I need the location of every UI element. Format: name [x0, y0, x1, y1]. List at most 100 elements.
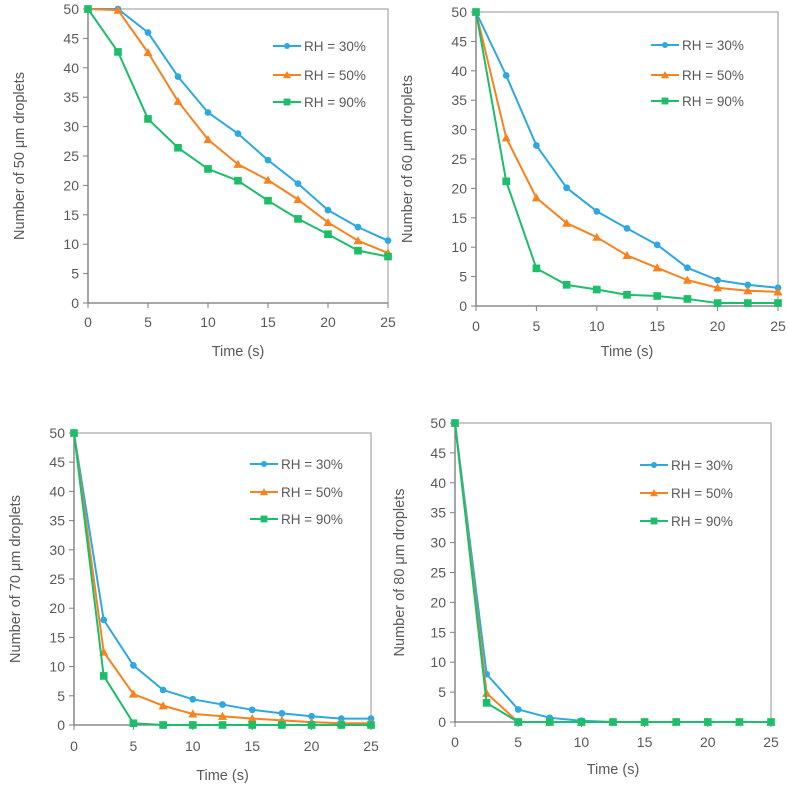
data-point-square	[683, 295, 692, 303]
y-axis-title: Number of 50 μm droplets	[12, 72, 28, 240]
y-tick-label: 30	[430, 535, 446, 551]
y-tick-label: 20	[451, 180, 467, 196]
y-tick-label: 50	[49, 425, 65, 441]
data-point-triangle	[323, 217, 333, 227]
data-point-circle	[100, 616, 108, 624]
data-point-square	[743, 299, 752, 307]
y-tick-label: 20	[49, 600, 65, 616]
data-point-square	[482, 699, 491, 707]
data-point-circle	[308, 712, 315, 720]
data-point-triangle	[283, 71, 291, 79]
data-point-square	[640, 718, 649, 726]
data-point-square	[70, 429, 78, 437]
data-point-circle	[651, 462, 657, 468]
y-tick-label: 10	[451, 239, 467, 255]
y-axis-title: Number of 70 μm droplets	[8, 495, 24, 663]
data-point-circle	[714, 276, 721, 284]
data-point-square	[159, 721, 167, 729]
y-tick-label: 15	[430, 624, 446, 640]
data-point-circle	[593, 207, 601, 215]
data-point-circle	[284, 43, 290, 49]
x-tick-label: 10	[185, 738, 201, 754]
data-point-square	[367, 721, 375, 729]
legend-label: RH = 30%	[671, 458, 733, 473]
x-axis-title: Time (s)	[212, 344, 265, 360]
legend-entry: RH = 90%	[651, 94, 744, 109]
data-point-triangle	[128, 689, 138, 698]
y-tick-label: 25	[451, 151, 467, 167]
x-tick-label: 0	[70, 738, 78, 754]
data-point-square	[278, 721, 286, 729]
y-tick-label: 45	[49, 454, 65, 470]
data-point-triangle	[713, 283, 723, 292]
x-tick-label: 5	[130, 738, 138, 754]
data-point-circle	[144, 29, 152, 36]
data-point-square	[532, 264, 541, 273]
data-point-square	[661, 97, 669, 105]
data-point-circle	[384, 237, 392, 245]
data-point-triangle	[233, 159, 243, 168]
data-point-square	[218, 721, 227, 729]
legend-entry: RH = 50%	[651, 68, 744, 83]
y-tick-label: 25	[49, 571, 65, 587]
data-point-square	[84, 5, 92, 13]
x-tick-label: 25	[363, 738, 379, 754]
legend-entry: RH = 50%	[273, 68, 366, 83]
y-tick-label: 0	[459, 298, 467, 314]
data-point-square	[204, 165, 212, 173]
data-point-square	[283, 98, 291, 106]
data-point-circle	[261, 461, 267, 467]
x-tick-label: 25	[770, 318, 786, 334]
y-tick-label: 5	[459, 269, 467, 285]
legend-label: RH = 90%	[682, 94, 744, 109]
series-line	[73, 432, 371, 726]
x-tick-label: 0	[84, 314, 92, 330]
y-tick-label: 25	[430, 565, 446, 581]
series-30-rh	[472, 8, 782, 292]
legend-label: RH = 90%	[281, 512, 343, 527]
data-point-circle	[294, 180, 302, 188]
x-axis-title: Time (s)	[587, 762, 640, 778]
data-point-square	[451, 419, 459, 427]
y-tick-label: 5	[71, 266, 79, 282]
series-50-rh	[69, 428, 376, 727]
y-tick-label: 15	[63, 207, 79, 223]
y-axis-title: Number of 60 μm droplets	[400, 75, 416, 243]
data-point-triangle	[773, 287, 783, 296]
data-point-circle	[502, 72, 510, 79]
data-point-square	[592, 285, 601, 294]
data-point-square	[653, 292, 662, 300]
data-point-square	[545, 718, 554, 726]
x-tick-label: 20	[710, 318, 726, 334]
legend-label: RH = 50%	[281, 485, 343, 500]
data-point-circle	[189, 695, 197, 703]
data-point-circle	[533, 142, 540, 149]
data-point-circle	[248, 706, 256, 714]
data-point-circle	[204, 109, 212, 116]
data-point-circle	[324, 206, 332, 214]
x-tick-label: 15	[649, 318, 665, 334]
data-point-circle	[653, 241, 661, 249]
legend-label: RH = 90%	[304, 95, 366, 110]
data-point-square	[188, 721, 197, 729]
y-tick-label: 10	[49, 659, 65, 675]
data-point-triangle	[743, 286, 753, 295]
data-point-circle	[563, 184, 570, 192]
x-tick-label: 5	[533, 318, 541, 334]
x-axis-title: Time (s)	[601, 344, 654, 360]
series-90-rh	[70, 429, 375, 729]
y-tick-label: 0	[57, 717, 65, 733]
data-point-triangle	[652, 263, 662, 272]
data-point-square	[514, 718, 523, 726]
y-tick-label: 15	[451, 210, 467, 226]
x-tick-label: 20	[700, 734, 716, 750]
y-tick-label: 30	[63, 119, 79, 135]
data-point-triangle	[562, 218, 572, 227]
series-line	[475, 11, 778, 305]
legend-label: RH = 50%	[682, 68, 744, 83]
data-point-circle	[623, 225, 631, 232]
legend-label: RH = 50%	[671, 486, 733, 501]
data-point-triangle	[158, 701, 168, 710]
x-tick-label: 5	[514, 734, 522, 750]
